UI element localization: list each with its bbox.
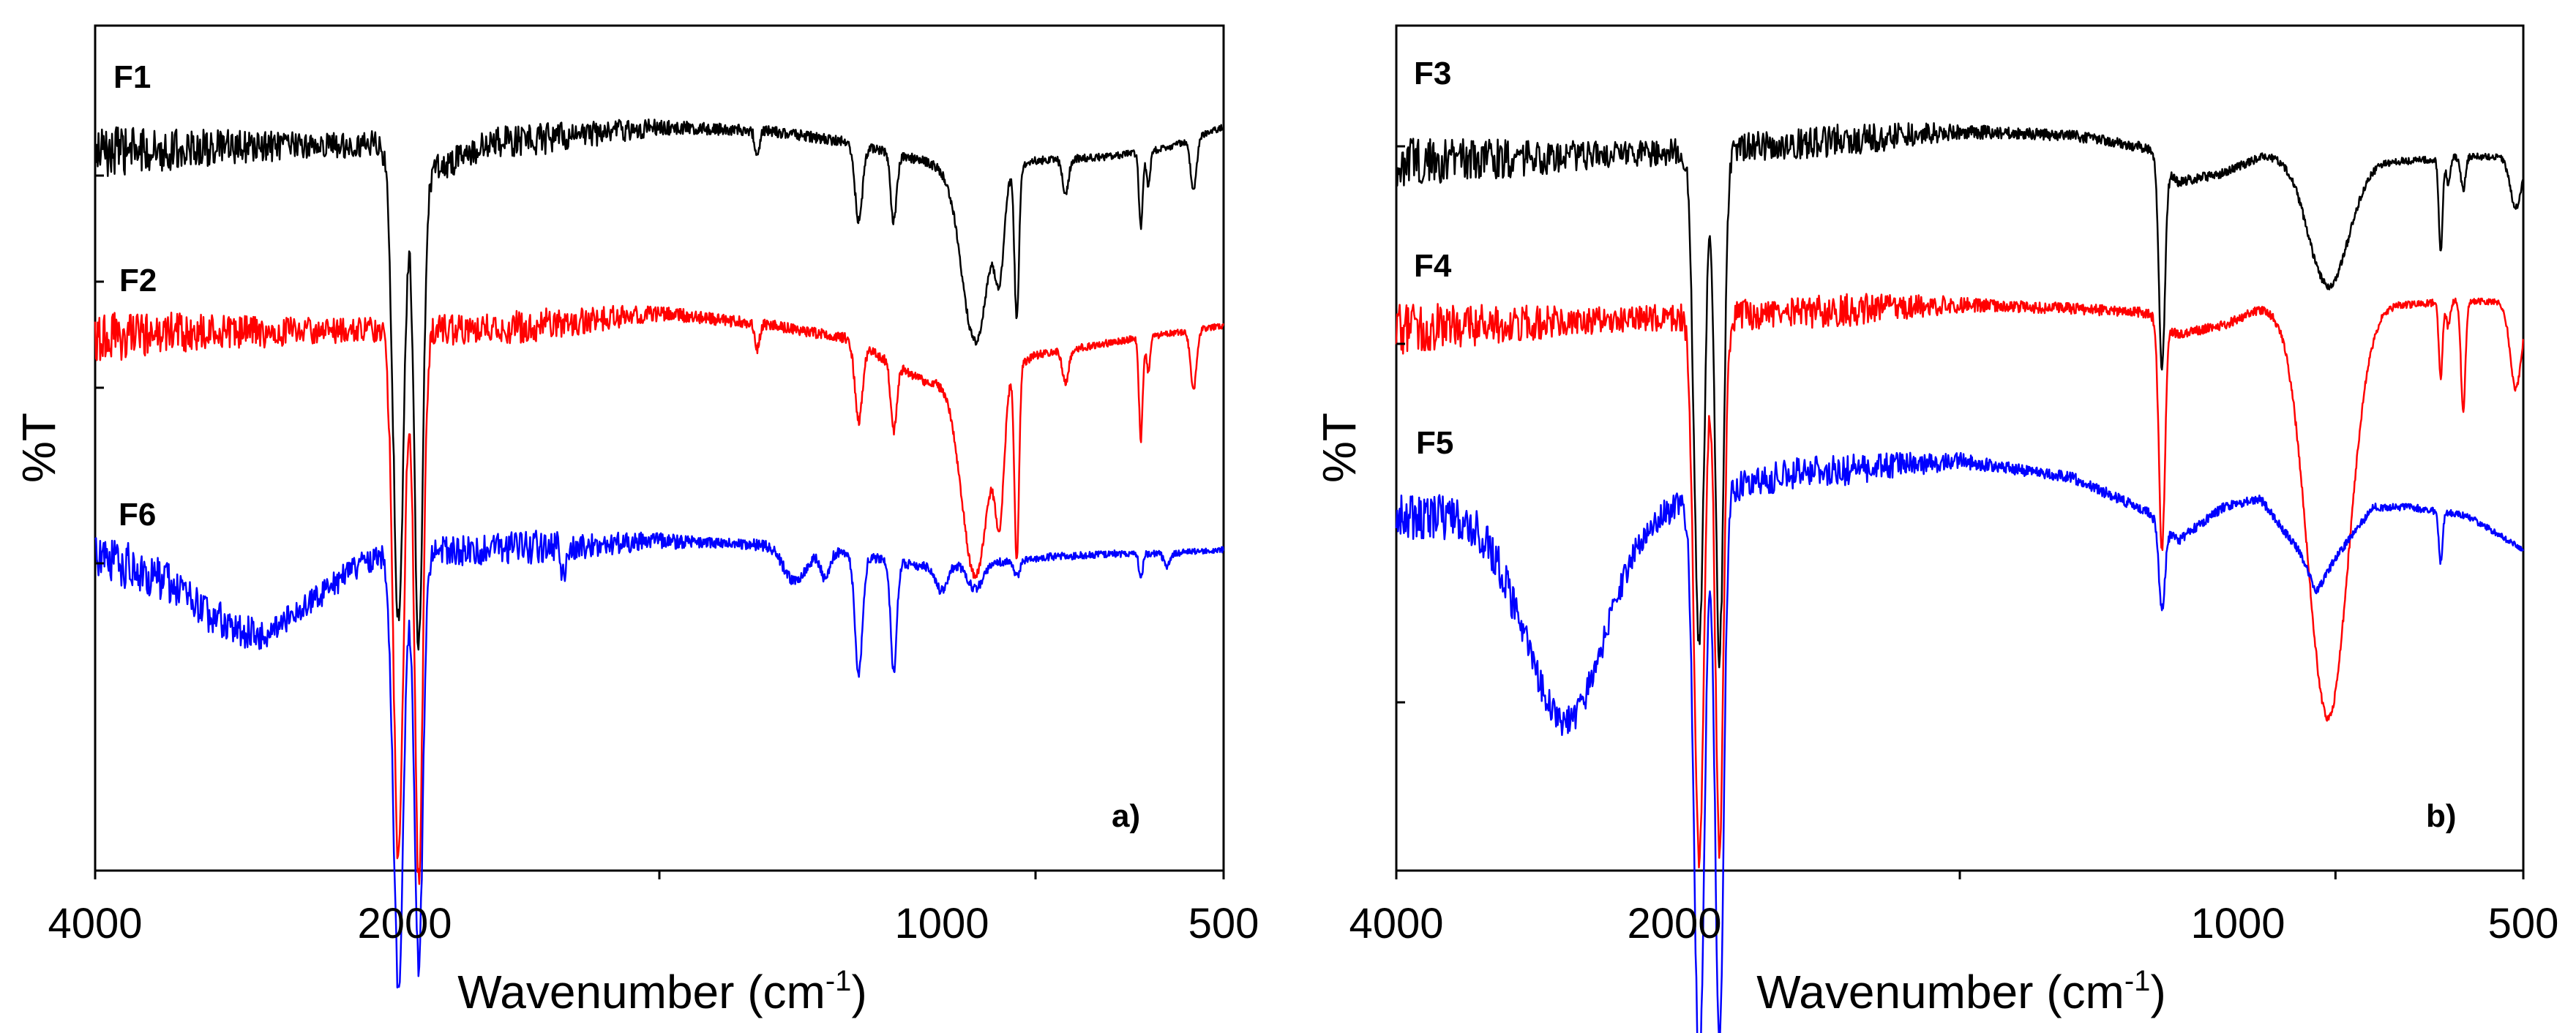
x-tick-label: 2000 xyxy=(357,900,452,947)
series-label-f5: F5 xyxy=(1416,425,1453,461)
panel-label-b: b) xyxy=(2426,798,2457,834)
series-label-f4: F4 xyxy=(1414,248,1452,284)
x-axis-title-close: ) xyxy=(851,966,866,1018)
series-line-f4 xyxy=(1395,293,2524,869)
series-line-f2 xyxy=(94,304,1224,885)
y-axis-title-b: %T xyxy=(1313,413,1366,483)
x-axis-title-exponent: -1 xyxy=(2124,965,2151,997)
series-label-f3: F3 xyxy=(1414,56,1451,91)
y-axis-title-a: %T xyxy=(12,413,65,483)
series-layer-b xyxy=(1395,122,2524,1033)
x-tick-label: 4000 xyxy=(48,900,142,947)
x-axis-title-exponent: -1 xyxy=(825,965,852,997)
x-axis-title-text: Wavenumber (cm xyxy=(1756,966,2124,1018)
x-axis-title-text: Wavenumber (cm xyxy=(457,966,825,1018)
series-line-f3 xyxy=(1395,122,2524,669)
x-axis-title-close: ) xyxy=(2150,966,2165,1018)
x-axis-title-a: Wavenumber (cm-1) xyxy=(457,965,867,1018)
series-label-f6: F6 xyxy=(119,497,156,533)
series-line-f6 xyxy=(94,530,1224,989)
x-tick-label: 500 xyxy=(2488,900,2559,947)
x-axis-title-b: Wavenumber (cm-1) xyxy=(1756,965,2166,1018)
series-line-f1 xyxy=(94,119,1224,651)
x-tick-label: 500 xyxy=(1188,900,1259,947)
chart-panel-a: F1 F2 F6 a) 4000 2000 1000 500 Wavenumbe… xyxy=(12,24,1259,1018)
series-label-f1: F1 xyxy=(113,59,151,95)
tick-layer-b xyxy=(1395,24,2525,879)
x-tick-label: 2000 xyxy=(1627,900,1721,947)
series-label-f2: F2 xyxy=(119,263,157,298)
series-line-f5 xyxy=(1395,451,2524,1033)
series-layer-a xyxy=(94,119,1224,989)
x-tick-label: 1000 xyxy=(894,900,989,947)
x-tick-label: 1000 xyxy=(2190,900,2285,947)
tick-layer-a xyxy=(94,24,1225,879)
panel-label-a: a) xyxy=(1112,798,1140,834)
chart-panel-b: F3 F4 F5 b) 4000 2000 1000 500 Wavenumbe… xyxy=(1313,24,2559,1033)
x-tick-label: 4000 xyxy=(1349,900,1443,947)
